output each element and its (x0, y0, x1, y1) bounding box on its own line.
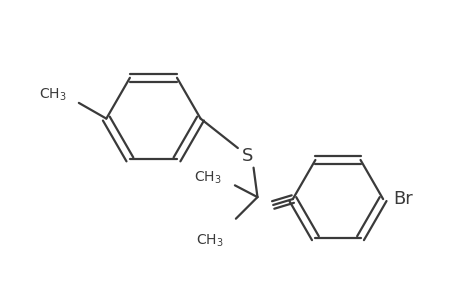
Text: CH$_3$: CH$_3$ (193, 169, 221, 186)
Text: CH$_3$: CH$_3$ (196, 232, 224, 249)
Text: CH$_3$: CH$_3$ (39, 87, 67, 103)
Text: Br: Br (392, 190, 412, 208)
Text: S: S (241, 147, 253, 165)
